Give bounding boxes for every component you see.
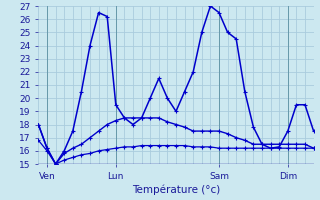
- X-axis label: Température (°c): Température (°c): [132, 185, 220, 195]
